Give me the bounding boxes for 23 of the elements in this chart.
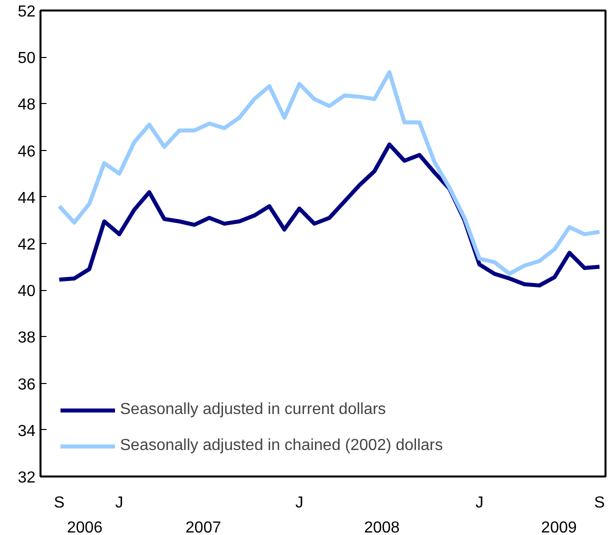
y-tick-label: 32 [18, 470, 36, 486]
y-tick-label: 46 [18, 143, 36, 160]
text: 2007 [186, 520, 222, 535]
y-tick-label: 38 [18, 330, 36, 347]
line-series [57, 70, 602, 276]
y-tick-label: 44 [18, 190, 36, 207]
y-tick-label: 52 [18, 4, 36, 20]
x-tick-label: S [54, 494, 65, 512]
x-tick-label: S [594, 494, 605, 512]
legend-label: Seasonally adjusted in current dollars [120, 401, 386, 419]
y-tick-label: 42 [18, 236, 36, 254]
text: 2006 [66, 520, 103, 535]
x-tick-label: J [115, 494, 124, 512]
text: 2009 [541, 520, 577, 535]
legend-label: Seasonally adjusted in chained (2002) dollars [120, 437, 443, 455]
x-tick-label: J [295, 494, 304, 512]
y-tick-label: 50 [18, 50, 36, 68]
y-tick-label: 36 [18, 376, 36, 394]
x-tick-label: J [475, 494, 484, 512]
text: 2008 [364, 520, 400, 535]
y-tick-label: 40 [18, 283, 36, 300]
y-tick-label: 34 [18, 422, 36, 440]
y-tick-label: 48 [18, 96, 36, 114]
